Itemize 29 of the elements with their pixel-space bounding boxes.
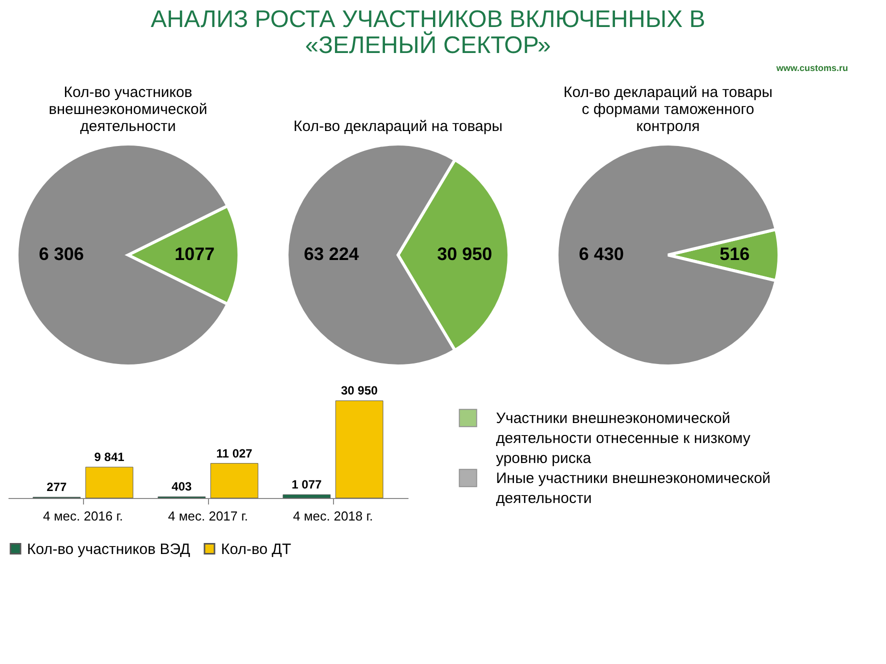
data-label: 6 306 bbox=[38, 244, 84, 264]
data-label: 30 950 bbox=[437, 244, 492, 264]
pie-slice bbox=[556, 142, 778, 368]
bar bbox=[85, 466, 134, 498]
legend-label: Кол-во участников ВЭД bbox=[27, 540, 190, 558]
data-label: 1 077 bbox=[292, 478, 322, 492]
data-label: 11 027 bbox=[216, 446, 253, 460]
bar bbox=[210, 463, 258, 498]
legend-label: Иные участники внешнеэкономической деятельности bbox=[496, 470, 771, 507]
data-label: 9 841 bbox=[94, 450, 125, 464]
data-label: 63 224 bbox=[304, 244, 359, 264]
data-label: 30 950 bbox=[340, 384, 378, 398]
text: АНАЛИЗ РОСТА УЧАСТНИКОВ ВКЛЮЧЕННЫХ В «ЗЕЛЕНЫЙ СЕКТОР» bbox=[150, 6, 706, 59]
data-label: 1077 bbox=[174, 244, 215, 264]
x-tick-label: 4 мес. 2018 г. bbox=[292, 508, 374, 524]
chart-title: Кол-во деклараций на товары bbox=[293, 118, 503, 135]
legend-label: Участники внешнеэкономической деятельности отнесенные к низкому уровню риска bbox=[496, 410, 751, 467]
bar bbox=[282, 494, 331, 498]
data-label: 516 bbox=[720, 244, 750, 264]
chart-title: Кол-во участников внешнеэкономической деятельности bbox=[48, 84, 208, 135]
bar bbox=[335, 400, 384, 498]
legend-label: Кол-во ДТ bbox=[221, 540, 292, 558]
data-label: 6 430 bbox=[578, 244, 624, 264]
data-label: 403 bbox=[172, 480, 192, 494]
text: www.customs.ru bbox=[775, 63, 848, 73]
data-label: 277 bbox=[46, 480, 68, 494]
chart-title: Кол-во деклараций на товары с формами таможенного контроля bbox=[563, 84, 773, 135]
x-tick-label: 4 мес. 2017 г. bbox=[168, 508, 248, 524]
x-tick-label: 4 мес. 2016 г. bbox=[42, 508, 124, 524]
